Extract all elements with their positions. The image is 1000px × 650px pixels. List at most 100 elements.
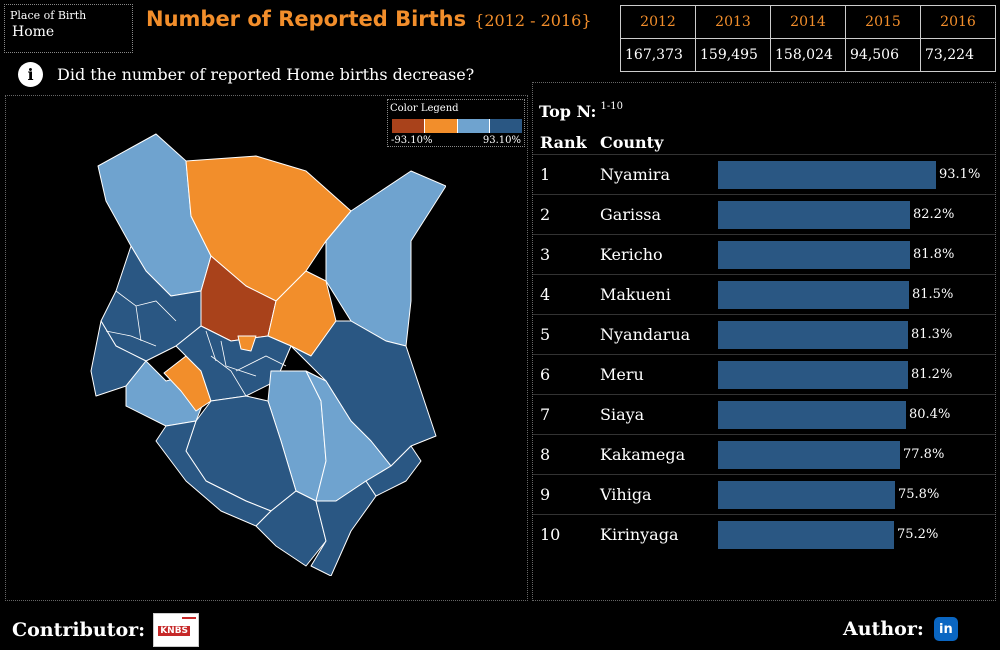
value-bar[interactable]: [718, 241, 910, 269]
logo-mark: [182, 617, 197, 625]
rank-rows: 1 Nyamira 93.1% 2 Garissa 82.2% 3 Kericho 81.8% 4…: [533, 154, 995, 554]
filter-value[interactable]: Home: [12, 24, 55, 40]
county-header: County: [600, 133, 664, 152]
value-label: 75.8%: [898, 487, 940, 502]
county-name: Garissa: [600, 205, 662, 224]
rank-row[interactable]: 7 Siaya 80.4%: [533, 394, 995, 434]
contributor: Contributor: KNBS: [12, 613, 200, 647]
value-label: 80.4%: [909, 407, 951, 422]
county-border: [235, 355, 287, 372]
year-cell: 2016: [920, 5, 996, 39]
count-cell: 158,024: [770, 38, 846, 72]
value-bar[interactable]: [718, 481, 895, 509]
value-bar[interactable]: [718, 321, 908, 349]
top-counties-panel: Top N: 1-10 Rank County 1 Nyamira 93.1% 2 Gar…: [532, 82, 996, 601]
county-name: Siaya: [600, 405, 645, 424]
legend-swatch: [456, 119, 490, 133]
rank-number: 8: [540, 445, 551, 464]
legend-color-bar: [392, 119, 522, 133]
value-label: 75.2%: [897, 527, 939, 542]
value-label: 81.8%: [913, 247, 955, 262]
county-name: Kericho: [600, 245, 663, 264]
county-border: [210, 355, 247, 397]
rank-row[interactable]: 5 Nyandarua 81.3%: [533, 314, 995, 354]
county-shape: [255, 490, 327, 567]
rank-number: 5: [540, 325, 551, 344]
county-name: Kirinyaga: [600, 525, 679, 544]
year-cell: 2013: [695, 5, 771, 39]
yearly-births-table: 2012 2013 2014 2015 2016 167,373 159,495…: [620, 5, 996, 72]
rank-row[interactable]: 6 Meru 81.2%: [533, 354, 995, 394]
title-range: {2012 - 2016}: [474, 11, 592, 30]
county-border: [135, 305, 142, 342]
rank-row[interactable]: 8 Kakamega 77.8%: [533, 434, 995, 474]
rank-row[interactable]: 9 Vihiga 75.8%: [533, 474, 995, 514]
legend-swatch: [392, 119, 424, 133]
rank-row[interactable]: 1 Nyamira 93.1%: [533, 154, 995, 194]
question-row: i Did the number of reported Home births…: [18, 62, 474, 87]
value-bar[interactable]: [718, 401, 906, 429]
value-bar[interactable]: [718, 161, 936, 189]
topn-label: Top N: 1-10: [539, 101, 623, 121]
value-label: 81.5%: [912, 287, 954, 302]
county-name: Nyandarua: [600, 325, 691, 344]
rank-number: 3: [540, 245, 551, 264]
count-cell: 94,506: [845, 38, 921, 72]
legend-title: Color Legend: [390, 103, 459, 114]
value-bar[interactable]: [718, 281, 909, 309]
rank-row[interactable]: 2 Garissa 82.2%: [533, 194, 995, 234]
year-cell: 2014: [770, 5, 846, 39]
county-border: [115, 290, 177, 322]
title-main: Number of Reported Births: [146, 7, 467, 31]
rank-number: 1: [540, 165, 551, 184]
rank-number: 6: [540, 365, 551, 384]
topn-value[interactable]: 1-10: [600, 101, 623, 112]
logo-text: KNBS: [158, 626, 191, 636]
rank-number: 4: [540, 285, 551, 304]
legend-swatch: [423, 119, 457, 133]
dashboard-title: Number of Reported Births {2012 - 2016}: [146, 7, 592, 31]
value-bar[interactable]: [718, 441, 900, 469]
county-border: [220, 340, 257, 377]
legend-swatch: [489, 119, 522, 133]
rank-row[interactable]: 10 Kirinyaga 75.2%: [533, 514, 995, 554]
info-icon[interactable]: i: [18, 62, 43, 87]
count-cell: 167,373: [620, 38, 696, 72]
legend-max: 93.10%: [482, 135, 521, 146]
author: Author: in: [843, 617, 958, 641]
rank-number: 9: [540, 485, 551, 504]
value-bar[interactable]: [718, 201, 910, 229]
value-label: 93.1%: [939, 167, 981, 182]
county-border: [105, 330, 157, 347]
kenya-county-map[interactable]: [76, 126, 446, 576]
filter-label: Place of Birth: [10, 9, 87, 22]
rank-row[interactable]: 3 Kericho 81.8%: [533, 234, 995, 274]
value-bar[interactable]: [718, 521, 894, 549]
county-name: Makueni: [600, 285, 671, 304]
knbs-logo[interactable]: KNBS: [153, 613, 200, 647]
value-label: 82.2%: [913, 207, 955, 222]
county-name: Meru: [600, 365, 644, 384]
place-of-birth-filter[interactable]: Place of Birth Home: [4, 4, 133, 53]
rank-number: 2: [540, 205, 551, 224]
count-cell: 73,224: [920, 38, 996, 72]
county-shape: [325, 170, 446, 347]
year-cell: 2012: [620, 5, 696, 39]
linkedin-icon[interactable]: in: [933, 617, 958, 641]
rank-row[interactable]: 4 Makueni 81.5%: [533, 274, 995, 314]
county-shape: [310, 480, 377, 576]
count-cell: 159,495: [695, 38, 771, 72]
author-label: Author:: [843, 618, 924, 640]
county-name: Vihiga: [600, 485, 652, 504]
value-label: 81.2%: [911, 367, 953, 382]
contributor-label: Contributor:: [12, 619, 146, 641]
county-name: Kakamega: [600, 445, 686, 464]
year-cell: 2015: [845, 5, 921, 39]
county-map-panel: Color Legend -93.10% 93.10%: [5, 95, 528, 601]
legend-min: -93.10%: [391, 135, 433, 146]
county-shape: [237, 335, 257, 352]
county-border: [205, 330, 217, 362]
rank-header: Rank: [540, 133, 587, 152]
rank-number: 7: [540, 405, 551, 424]
value-bar[interactable]: [718, 361, 908, 389]
